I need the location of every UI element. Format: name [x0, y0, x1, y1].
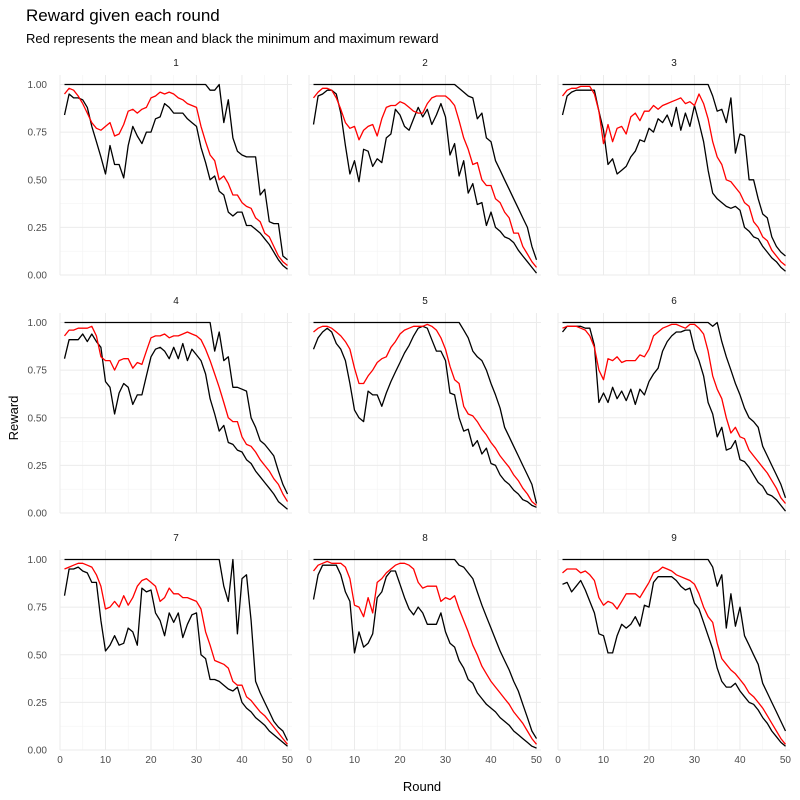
y-tick-label: 0.50: [28, 413, 48, 424]
series-mean-line: [562, 323, 787, 504]
series-max-line: [562, 558, 787, 732]
series-mean-line: [561, 85, 786, 267]
series-min-line: [312, 325, 537, 508]
x-tick-label: 10: [349, 755, 361, 766]
y-tick-label: 0.50: [28, 650, 48, 661]
series-mean-line: [312, 87, 538, 268]
y-tick-label: 0.00: [28, 746, 48, 757]
x-axis-title: Round: [403, 779, 441, 794]
y-tick-label: 1.00: [28, 555, 48, 566]
y-tick-label: 0.00: [28, 271, 48, 282]
facet-label: 1: [173, 58, 179, 69]
series-min-line: [63, 333, 288, 510]
facet-panel-4: 4 0.00 0.25 0.50 0.75 1.00: [28, 296, 292, 520]
y-axis-title: Reward: [6, 396, 21, 441]
facet-label: 7: [173, 533, 179, 544]
series-max-line: [313, 558, 538, 739]
y-tick-label: 1.00: [28, 80, 48, 91]
x-tick-label: 20: [145, 755, 157, 766]
facet-label: 2: [422, 58, 428, 69]
x-tick-label: 0: [306, 755, 312, 766]
series-mean-line: [63, 87, 288, 267]
facet-label: 4: [173, 296, 179, 307]
series-max-line: [64, 321, 289, 495]
series-mean-line: [313, 323, 537, 506]
y-tick-label: 1.00: [28, 318, 48, 329]
facet-panel-1: 1 0.00 0.25 0.50 0.75 1.00: [28, 58, 292, 282]
series-min-line: [63, 566, 288, 747]
y-tick-label: 0.75: [28, 128, 48, 139]
chart-title: Reward given each round: [26, 6, 220, 25]
facet-panel-3: 3: [557, 58, 790, 276]
x-tick-label: 50: [780, 755, 792, 766]
series-max-line: [313, 83, 538, 261]
series-mean-line: [312, 560, 538, 745]
facet-label: 9: [671, 533, 677, 544]
series-max-line: [562, 83, 786, 257]
x-tick-label: 30: [191, 755, 203, 766]
facet-panel-7: 7 0.00 0.25 0.50 0.75 1.00 0 10 20 30 40 50: [28, 533, 294, 766]
x-tick-label: 40: [236, 755, 248, 766]
x-tick-label: 10: [100, 755, 112, 766]
series-max-line: [64, 558, 289, 741]
y-tick-label: 0.00: [28, 509, 48, 520]
series-mean-line: [63, 325, 289, 502]
x-tick-label: 10: [598, 755, 610, 766]
series-min-line: [312, 89, 538, 274]
y-tick-label: 0.75: [28, 366, 48, 377]
series-min-line: [561, 325, 787, 512]
y-tick-label: 0.50: [28, 175, 48, 186]
facet-label: 5: [422, 296, 428, 307]
x-tick-label: 50: [531, 755, 543, 766]
y-tick-label: 0.75: [28, 603, 48, 614]
series-max-line: [64, 83, 288, 261]
series-mean-line: [64, 562, 289, 745]
y-tick-label: 0.25: [28, 223, 48, 234]
x-tick-label: 0: [555, 755, 561, 766]
x-tick-label: 40: [485, 755, 497, 766]
y-tick-label: 0.25: [28, 461, 48, 472]
x-tick-label: 20: [643, 755, 655, 766]
x-tick-label: 50: [282, 755, 294, 766]
y-tick-label: 0.25: [28, 698, 48, 709]
x-tick-label: 20: [394, 755, 406, 766]
series-min-line: [561, 89, 786, 272]
series-mean-line: [562, 566, 787, 745]
x-tick-label: 40: [734, 755, 746, 766]
facet-panel-5: 5: [308, 296, 541, 514]
facet-panel-2: 2: [308, 58, 541, 276]
chart-subtitle: Red represents the mean and black the mi…: [26, 31, 439, 46]
series-min-line: [63, 93, 288, 270]
series-min-line: [562, 576, 786, 747]
series-max-line: [562, 321, 787, 499]
facet-panels: 1 0.00 0.25 0.50 0.75 1.00 2 3 4 0.00 0.25 0.50 0.75…: [28, 58, 792, 766]
facet-panel-8: 8 0 10 20 30 40 50: [306, 533, 542, 766]
facet-label: 8: [422, 533, 428, 544]
series-min-line: [312, 564, 537, 749]
x-tick-label: 30: [689, 755, 701, 766]
facet-panel-9: 9 0 10 20 30 40 50: [555, 533, 791, 766]
series-max-line: [313, 321, 538, 504]
facet-panel-6: 6: [557, 296, 790, 514]
x-tick-label: 30: [440, 755, 452, 766]
facet-label: 6: [671, 296, 677, 307]
facet-label: 3: [671, 58, 677, 69]
x-tick-label: 0: [57, 755, 63, 766]
